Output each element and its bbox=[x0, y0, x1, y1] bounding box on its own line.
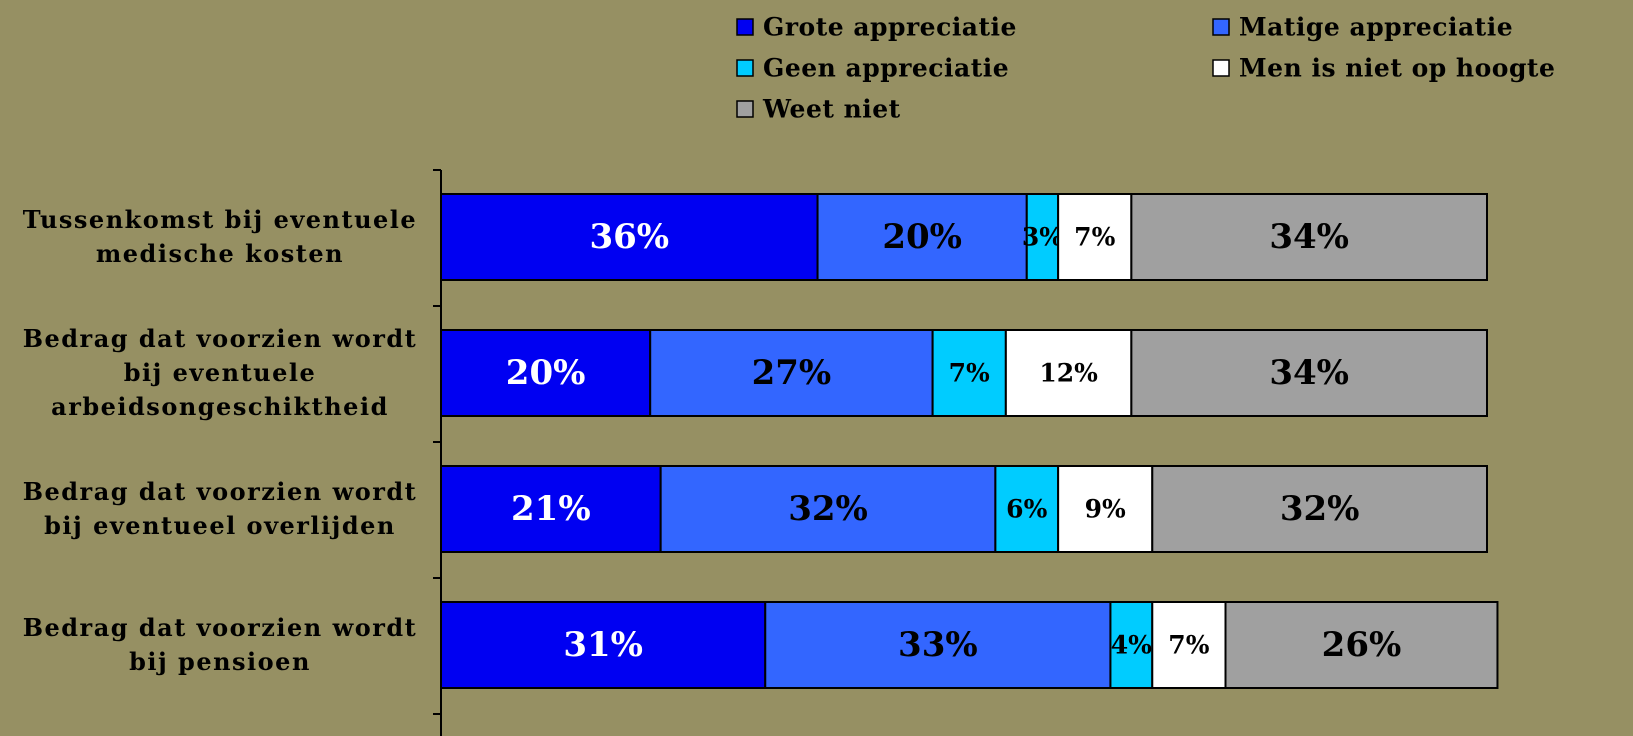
bar-segment bbox=[659, 465, 997, 553]
value-label: 12% bbox=[1039, 359, 1098, 388]
bar-segment bbox=[440, 329, 652, 417]
legend-swatch bbox=[736, 59, 754, 77]
bar-segment bbox=[1130, 329, 1488, 417]
legend-swatch bbox=[1212, 59, 1230, 77]
value-label: 20% bbox=[506, 353, 586, 393]
bar-segment bbox=[440, 465, 662, 553]
value-label: 20% bbox=[882, 217, 962, 257]
value-label: 32% bbox=[788, 489, 868, 529]
bar-segment bbox=[1109, 601, 1154, 689]
bar-segment bbox=[1151, 601, 1227, 689]
category-label: Tussenkomst bij eventuele medische koste… bbox=[22, 205, 418, 268]
legend-swatch bbox=[1212, 18, 1230, 36]
value-label: 26% bbox=[1322, 625, 1402, 665]
value-label: 7% bbox=[949, 359, 990, 388]
value-label: 32% bbox=[1280, 489, 1360, 529]
category-label: Bedrag dat voorzien wordt bij eventueel … bbox=[22, 477, 418, 540]
legend-label: Geen appreciatie bbox=[763, 54, 1009, 83]
value-label: 34% bbox=[1269, 217, 1349, 257]
bar-segment bbox=[1057, 193, 1133, 281]
value-label: 9% bbox=[1085, 495, 1126, 524]
value-label: 7% bbox=[1074, 223, 1115, 252]
bar-segment bbox=[994, 465, 1060, 553]
value-label: 21% bbox=[511, 489, 591, 529]
bar-segment bbox=[764, 601, 1112, 689]
legend-label: Grote appreciatie bbox=[763, 13, 1017, 42]
value-label: 4% bbox=[1111, 631, 1152, 660]
value-label: 3% bbox=[1022, 223, 1063, 252]
value-label: 27% bbox=[752, 353, 832, 393]
category-label: Bedrag dat voorzien wordt bij eventuele … bbox=[22, 324, 418, 421]
bar-segment bbox=[1151, 465, 1489, 553]
category-label: Bedrag dat voorzien wordt bij pensioen bbox=[22, 613, 418, 676]
legend-label: Matige appreciatie bbox=[1239, 13, 1513, 42]
value-label: 34% bbox=[1269, 353, 1349, 393]
bar-segment bbox=[1025, 193, 1060, 281]
value-label: 7% bbox=[1168, 631, 1209, 660]
value-label: 31% bbox=[563, 625, 643, 665]
legend-swatch bbox=[736, 18, 754, 36]
legend-label: Men is niet op hoogte bbox=[1239, 54, 1555, 83]
bar-segment bbox=[1057, 465, 1154, 553]
legend-label: Weet niet bbox=[762, 95, 901, 124]
bar-segment bbox=[931, 329, 1007, 417]
legend-swatch bbox=[736, 100, 754, 118]
value-label: 6% bbox=[1006, 495, 1047, 524]
bar-segment bbox=[1224, 601, 1499, 689]
bar-segment bbox=[1130, 193, 1488, 281]
value-label: 36% bbox=[589, 217, 669, 257]
value-label: 33% bbox=[898, 625, 978, 665]
bar-segment bbox=[440, 193, 819, 281]
